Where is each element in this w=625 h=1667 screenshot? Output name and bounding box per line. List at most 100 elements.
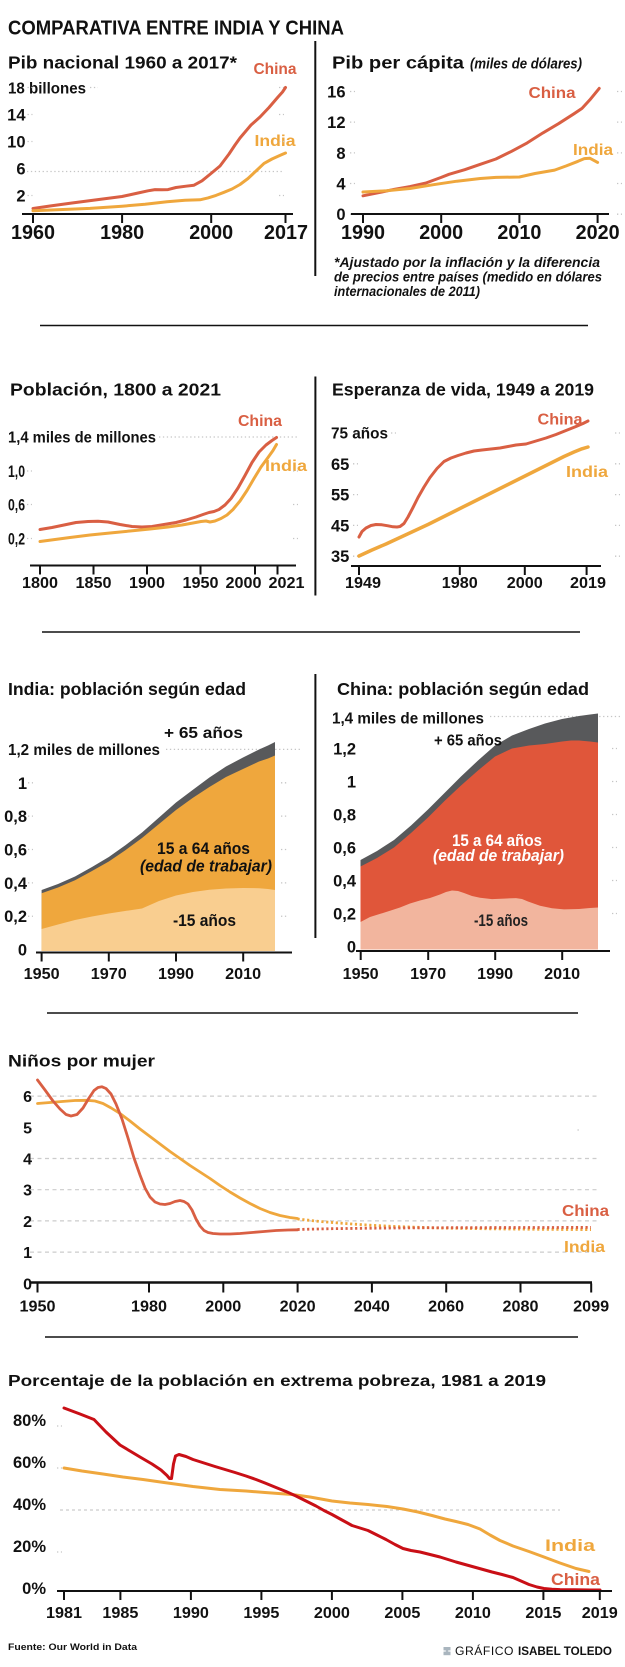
svg-text:0,2: 0,2 [4, 908, 27, 926]
svg-text:2017: 2017 [264, 222, 308, 244]
svg-text:Esperanza de vida, 1949 a 2019: Esperanza de vida, 1949 a 2019 [332, 380, 594, 400]
svg-text:1950: 1950 [20, 1299, 56, 1316]
svg-text:(edad de trabajar): (edad de trabajar) [140, 858, 272, 876]
svg-text:65: 65 [331, 456, 349, 474]
svg-text:2: 2 [23, 1214, 32, 1231]
svg-text:2040: 2040 [354, 1299, 390, 1316]
svg-text:1: 1 [347, 774, 356, 792]
svg-text:Porcentaje de la población en: Porcentaje de la población en extrema po… [8, 1373, 546, 1390]
svg-text:55: 55 [331, 487, 349, 505]
svg-text:1850: 1850 [76, 575, 112, 592]
svg-text:2005: 2005 [384, 1605, 420, 1622]
svg-text:2015: 2015 [525, 1605, 561, 1622]
svg-text:1949: 1949 [345, 575, 381, 592]
svg-text:-15 años: -15 años [173, 912, 236, 930]
svg-text:2021: 2021 [269, 575, 305, 592]
svg-text:2060: 2060 [428, 1299, 464, 1316]
svg-text:1,2: 1,2 [333, 741, 356, 759]
svg-text:1980: 1980 [442, 575, 478, 592]
svg-text:Población, 1800 a 2021: Población, 1800 a 2021 [10, 380, 221, 400]
svg-text:2010: 2010 [544, 966, 580, 983]
svg-text:0,2: 0,2 [333, 906, 356, 924]
svg-text:2020: 2020 [576, 222, 620, 244]
svg-text:40%: 40% [13, 1496, 46, 1514]
svg-text:2080: 2080 [503, 1299, 539, 1316]
svg-text:0,2: 0,2 [8, 531, 25, 549]
svg-text:1985: 1985 [102, 1605, 138, 1622]
svg-text:45: 45 [331, 517, 349, 535]
svg-text:1995: 1995 [243, 1605, 279, 1622]
svg-text:1990: 1990 [173, 1605, 209, 1622]
svg-text:0%: 0% [22, 1580, 46, 1598]
svg-text:Niños por mujer: Niños por mujer [8, 1053, 156, 1071]
svg-text:80%: 80% [13, 1412, 46, 1430]
svg-text:1,0: 1,0 [8, 463, 25, 481]
svg-text:2000: 2000 [189, 222, 233, 244]
svg-text:2000: 2000 [205, 1299, 241, 1316]
svg-text:2000: 2000 [226, 575, 262, 592]
svg-text:*Ajustado por la inflación y l: *Ajustado por la inflación y la diferenc… [334, 255, 601, 270]
svg-text:0: 0 [23, 1276, 32, 1293]
svg-text:internacionales de 2011): internacionales de 2011) [334, 284, 480, 299]
svg-text:1800: 1800 [22, 575, 58, 592]
svg-text:GRÁFICO: GRÁFICO [455, 1645, 514, 1658]
svg-text:+ 65 años: + 65 años [164, 725, 243, 742]
svg-text:18 billones: 18 billones [8, 81, 86, 98]
svg-text:6: 6 [16, 161, 25, 179]
svg-text:1,4 miles de millones: 1,4 miles de millones [332, 711, 484, 728]
svg-text:India: población según edad: India: población según edad [8, 679, 246, 699]
svg-text:15 a 64 años: 15 a 64 años [452, 831, 542, 850]
svg-text:2019: 2019 [570, 575, 606, 592]
svg-text:Fuente: Our World in Data: Fuente: Our World in Data [8, 1642, 138, 1653]
svg-text:1990: 1990 [341, 222, 385, 244]
svg-text:1: 1 [18, 775, 27, 793]
svg-text:2000: 2000 [507, 575, 543, 592]
svg-text:0,6: 0,6 [4, 842, 27, 860]
svg-text:2010: 2010 [225, 966, 261, 983]
svg-text:1990: 1990 [477, 966, 513, 983]
svg-text:4: 4 [336, 176, 346, 194]
svg-text:India: India [564, 1239, 605, 1256]
svg-text:0: 0 [347, 939, 356, 957]
svg-text:1980: 1980 [100, 222, 144, 244]
svg-text:+ 65 años: + 65 años [434, 733, 502, 750]
svg-text:Pib nacional 1960 a 2017*: Pib nacional 1960 a 2017* [8, 53, 237, 73]
svg-text:India: India [265, 458, 307, 475]
svg-text:China: población según edad: China: población según edad [337, 679, 589, 699]
svg-text:India: India [255, 133, 296, 150]
svg-text:India: India [566, 464, 608, 481]
svg-text:10: 10 [7, 134, 25, 152]
svg-text:1900: 1900 [129, 575, 165, 592]
svg-text:0,6: 0,6 [333, 840, 356, 858]
svg-text:1950: 1950 [24, 966, 60, 983]
svg-text:2020: 2020 [280, 1299, 316, 1316]
svg-text:0,6: 0,6 [8, 497, 25, 515]
svg-text:1970: 1970 [91, 966, 127, 983]
svg-text:6: 6 [23, 1089, 32, 1106]
svg-text:1,2 miles de millones: 1,2 miles de millones [8, 742, 160, 759]
svg-text:China: China [529, 85, 576, 102]
svg-text:15 a 64 años: 15 a 64 años [157, 839, 250, 858]
svg-text:India: India [545, 1536, 596, 1555]
svg-text:1980: 1980 [131, 1299, 167, 1316]
svg-text:20%: 20% [13, 1538, 46, 1556]
svg-text:2000: 2000 [314, 1605, 350, 1622]
svg-text:0,4: 0,4 [333, 873, 357, 891]
svg-text:ISABEL TOLEDO: ISABEL TOLEDO [518, 1646, 612, 1658]
svg-text:0,4: 0,4 [4, 875, 28, 893]
svg-text:1950: 1950 [343, 966, 379, 983]
svg-text:2019: 2019 [582, 1605, 618, 1622]
svg-text:China: China [238, 413, 282, 430]
svg-text:1950: 1950 [183, 575, 219, 592]
svg-text:1970: 1970 [410, 966, 446, 983]
svg-text:3: 3 [23, 1183, 32, 1200]
svg-text:75 años: 75 años [331, 426, 388, 443]
svg-text:COMPARATIVA ENTRE INDIA Y CHIN: COMPARATIVA ENTRE INDIA Y CHINA [8, 18, 344, 40]
svg-text:1990: 1990 [158, 966, 194, 983]
svg-text:5: 5 [23, 1120, 32, 1137]
svg-text:8: 8 [336, 145, 345, 163]
svg-text:Pib per cápita: Pib per cápita [332, 53, 464, 73]
svg-text:16: 16 [327, 83, 345, 101]
svg-text:-15 años: -15 años [474, 912, 528, 930]
svg-text:1960: 1960 [11, 222, 55, 244]
